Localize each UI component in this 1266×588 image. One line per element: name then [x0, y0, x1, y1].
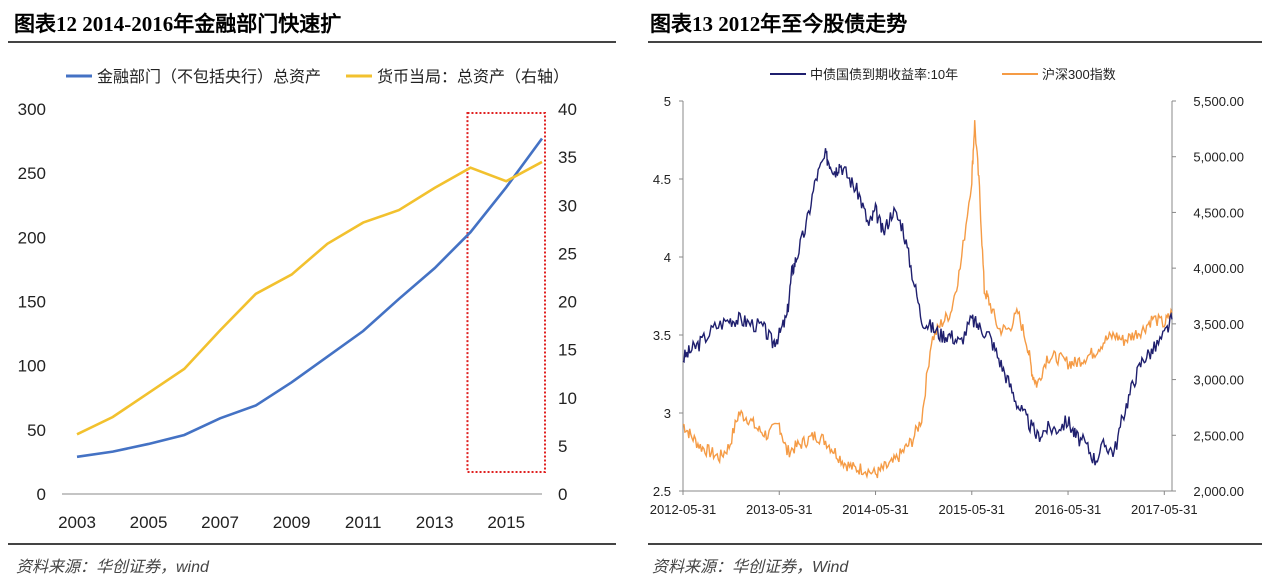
y-left-tick-label: 200	[18, 228, 46, 247]
y-left-tick-label: 3.5	[653, 328, 671, 343]
left-figure-title: 图表12 2014-2016年金融部门快速扩	[14, 12, 342, 36]
y-right-tick-label: 15	[558, 341, 577, 360]
x-tick-label: 2011	[345, 513, 382, 532]
y-right-tick-label: 3,000.00	[1193, 373, 1244, 388]
y-right-tick-label: 5,500.00	[1193, 94, 1244, 109]
y-right-tick-label: 40	[558, 100, 577, 119]
x-tick-label: 2005	[130, 513, 168, 532]
right-source-note: 资料来源：华创证券，Wind	[652, 559, 849, 576]
y-right-tick-label: 5,000.00	[1193, 150, 1244, 165]
x-tick-label: 2014-05-31	[842, 502, 909, 517]
y-left-tick-label: 300	[18, 100, 46, 119]
x-tick-label: 2015	[487, 513, 525, 532]
y-right-tick-label: 2,000.00	[1193, 484, 1244, 499]
y-right-tick-label: 20	[558, 293, 577, 312]
y-right-tick-label: 2,500.00	[1193, 428, 1244, 443]
x-tick-label: 2015-05-31	[939, 502, 1006, 517]
y-left-tick-label: 0	[37, 485, 46, 504]
right-bottom-rule	[648, 543, 1262, 545]
x-tick-label: 2017-05-31	[1131, 502, 1198, 517]
x-tick-label: 2013-05-31	[746, 502, 813, 517]
y-right-tick-label: 0	[558, 485, 567, 504]
y-right-tick-label: 25	[558, 244, 577, 263]
highlight-box-2014-2016	[466, 112, 547, 473]
series-line-csi300	[682, 120, 1173, 480]
legend-label-central-bank-assets: 货币当局：总资产（右轴）	[377, 68, 569, 86]
left-chart: 金融部门（不包括央行）总资产 货币当局：总资产（右轴）05010015020025…	[18, 68, 577, 532]
series-line-central-bank-assets	[76, 160, 543, 436]
y-right-tick-label: 30	[558, 196, 577, 215]
y-left-tick-label: 5	[664, 94, 671, 109]
x-tick-label: 2013	[416, 513, 454, 532]
y-right-tick-label: 10	[558, 389, 577, 408]
x-tick-label: 2003	[58, 513, 96, 532]
series-line-financial-assets	[76, 137, 544, 459]
y-left-tick-label: 50	[27, 421, 46, 440]
y-left-tick-label: 2.5	[653, 484, 671, 499]
legend-label-csi300: 沪深300指数	[1042, 67, 1116, 82]
y-right-tick-label: 4,000.00	[1193, 261, 1244, 276]
left-title-rule	[8, 41, 616, 43]
y-right-tick-label: 3,500.00	[1193, 317, 1244, 332]
x-tick-label: 2007	[201, 513, 239, 532]
y-right-tick-label: 4,500.00	[1193, 205, 1244, 220]
y-left-tick-label: 3	[664, 406, 671, 421]
x-tick-label: 2016-05-31	[1035, 502, 1102, 517]
y-left-tick-label: 250	[18, 164, 46, 183]
y-left-tick-label: 100	[18, 357, 46, 376]
y-left-tick-label: 4	[664, 250, 671, 265]
legend-label-financial-assets: 金融部门（不包括央行）总资产	[97, 68, 321, 86]
x-tick-label: 2009	[273, 513, 311, 532]
series-line-bond-yield	[682, 148, 1173, 466]
right-title-rule	[648, 41, 1262, 43]
left-source-note: 资料来源：华创证券，wind	[16, 559, 209, 576]
legend-label-bond-yield: 中债国债到期收益率:10年	[810, 67, 958, 82]
y-left-tick-label: 4.5	[653, 172, 671, 187]
y-right-tick-label: 35	[558, 148, 577, 167]
right-figure-title: 图表13 2012年至今股债走势	[650, 12, 908, 36]
left-bottom-rule	[8, 543, 616, 545]
y-right-tick-label: 5	[558, 437, 567, 456]
y-left-tick-label: 150	[18, 293, 46, 312]
x-tick-label: 2012-05-31	[650, 502, 717, 517]
